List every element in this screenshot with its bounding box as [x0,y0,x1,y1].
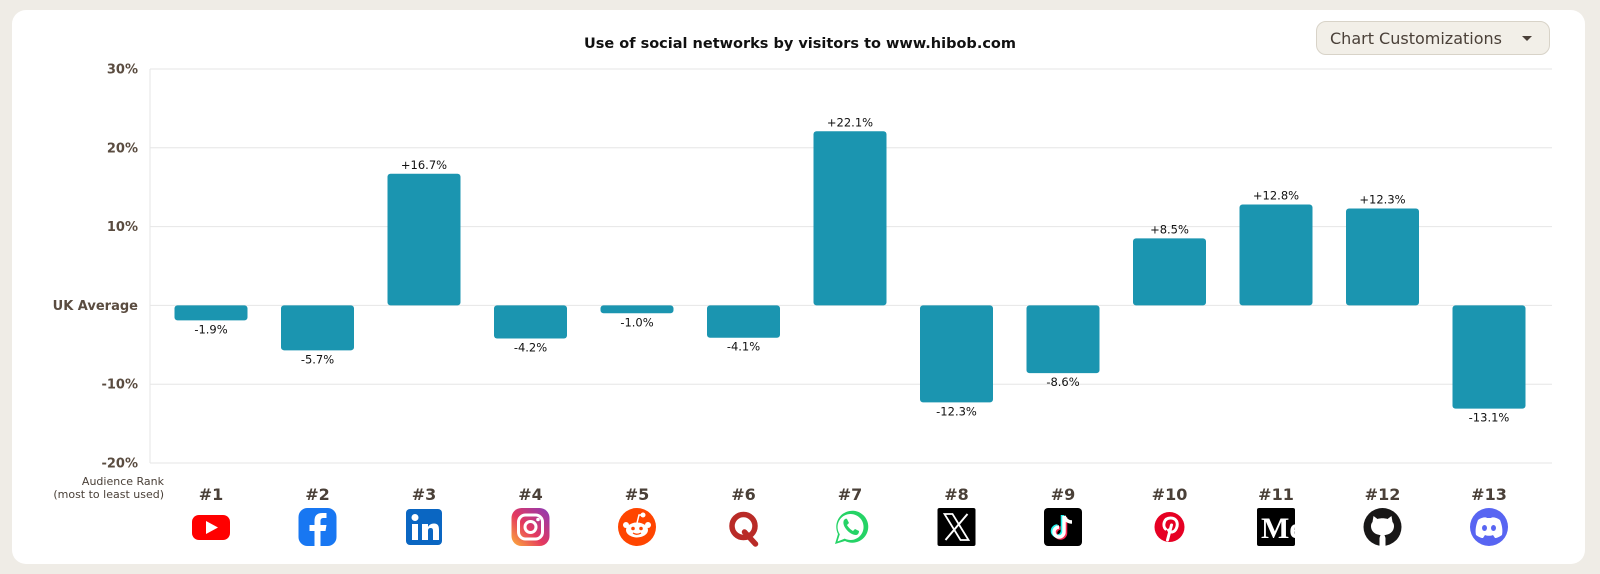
chart-title: Use of social networks by visitors to ww… [583,36,1016,52]
data-label: -1.9% [194,322,227,336]
pinterest-icon [1154,512,1185,542]
x-icon [937,508,976,546]
rank-label: #13 [1471,485,1507,504]
facebook-icon [298,508,337,546]
bar [600,305,674,314]
bar [1452,305,1526,409]
linkedin-icon [406,509,442,545]
data-label: -5.7% [301,352,334,366]
chevron-down-icon [1522,36,1532,41]
github-icon [1363,508,1402,546]
bar [1133,238,1206,306]
y-tick-label: 20% [107,141,138,156]
rank-label: #2 [305,485,330,504]
y-tick-label: -10% [101,378,138,393]
data-label: +8.5% [1150,222,1189,236]
audience-rank-caption: Audience Rank (most to least used) [40,475,164,501]
discord-icon [1470,508,1508,546]
rank-label: #8 [944,485,969,504]
rank-label: #3 [412,485,437,504]
audience-rank-caption-line1: Audience Rank [81,475,164,488]
y-tick-label: UK Average [53,299,139,314]
medium-icon: Me [1257,508,1303,546]
y-tick-label: 30% [107,63,138,78]
data-label: -4.2% [514,340,547,354]
data-label: +22.1% [827,115,873,129]
bar [174,305,248,321]
bar [1239,204,1313,306]
reddit-icon [618,508,656,546]
bar [1346,208,1419,306]
rank-label: #7 [838,485,863,504]
bar [1026,305,1100,374]
data-label: -12.3% [936,404,977,418]
rank-label: #12 [1365,485,1401,504]
data-label: -4.1% [727,340,760,354]
bar [813,131,887,306]
chart-card [12,10,1585,564]
data-label: +16.7% [401,158,447,172]
rank-label: #11 [1258,485,1294,504]
svg-text:Me: Me [1261,512,1303,545]
data-label: +12.3% [1359,192,1405,206]
data-label: +12.8% [1253,189,1299,203]
bar [920,305,993,403]
rank-label: #5 [625,485,650,504]
tiktok-icon [1044,508,1082,546]
data-label: -13.1% [1469,411,1510,425]
bar [281,305,354,351]
chart-customizations-label: Chart Customizations [1330,28,1502,48]
audience-rank-caption-line2: (most to least used) [53,488,164,501]
data-label: -1.0% [620,315,653,329]
rank-label: #6 [731,485,756,504]
instagram-icon [511,508,550,546]
bar [494,305,567,339]
chart-customizations-button[interactable]: Chart Customizations [1316,21,1550,55]
quora-icon [729,511,759,547]
data-label: -8.6% [1046,375,1079,389]
rank-label: #10 [1152,485,1188,504]
rank-label: #1 [199,485,224,504]
youtube-icon [192,515,230,540]
bar [387,173,461,306]
y-tick-label: 10% [107,220,138,235]
rank-label: #9 [1051,485,1076,504]
y-tick-label: -20% [101,457,138,472]
bar [707,305,780,338]
whatsapp-icon [835,510,869,544]
rank-label: #4 [518,485,543,504]
